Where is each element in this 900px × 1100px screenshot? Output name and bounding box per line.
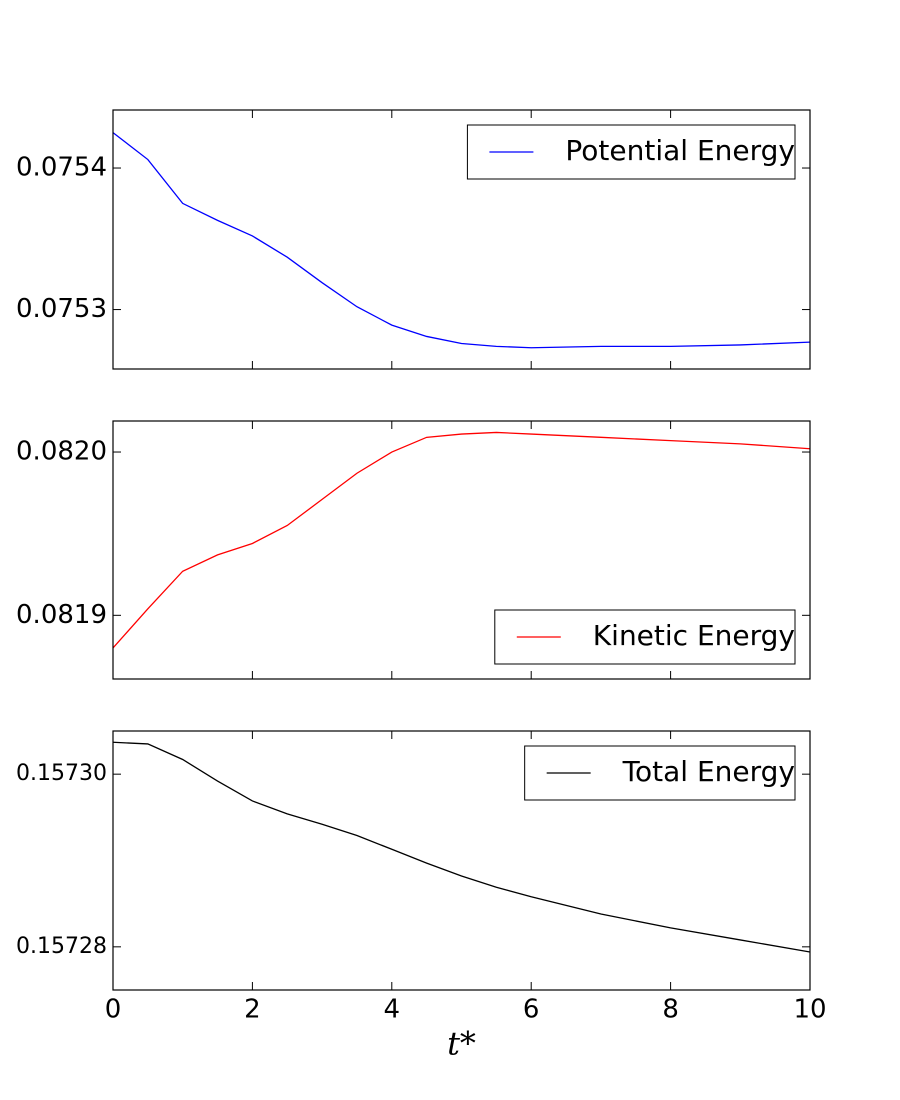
plot-frame [112, 730, 811, 991]
legend-label: Total Energy [622, 755, 795, 788]
y-tick-label: 0.0754 [16, 153, 107, 183]
plot-frame [112, 420, 811, 680]
x-tick-label: 0 [105, 995, 122, 1025]
x-tick-label: 10 [793, 995, 826, 1025]
line-series [112, 431, 811, 649]
legend-label: Kinetic Energy [593, 619, 795, 652]
x-tick-label: 4 [384, 995, 401, 1025]
line-series [112, 132, 811, 349]
line-series [112, 741, 811, 953]
x-tick-label: 8 [662, 995, 679, 1025]
y-tick-label: 0.15730 [16, 761, 107, 786]
plot-frame [112, 109, 811, 370]
y-tick-label: 0.15728 [16, 934, 107, 959]
y-tick-label: 0.0820 [16, 437, 107, 467]
y-tick-label: 0.0819 [16, 600, 107, 630]
x-tick-label: 6 [523, 995, 540, 1025]
x-axis-label: t* [447, 1025, 476, 1063]
y-tick-label: 0.0753 [16, 294, 107, 324]
legend-label: Potential Energy [565, 134, 795, 167]
x-tick-label: 2 [244, 995, 261, 1025]
